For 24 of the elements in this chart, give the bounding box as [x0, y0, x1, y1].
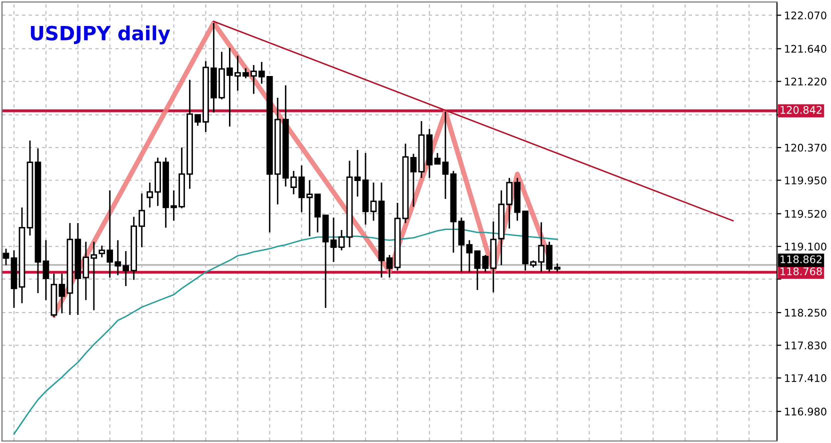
y-tick-label: 121.640: [785, 44, 826, 53]
y-tick-label: 120.370: [785, 144, 826, 152]
line-series: [13, 228, 558, 435]
candlestick: [386, 254, 393, 278]
y-tick-label: 119.520: [785, 210, 826, 218]
y-tick-label: 119.950: [785, 176, 826, 184]
candlestick: [370, 182, 377, 222]
candlestick: [434, 152, 441, 165]
y-tick-label: 116.980: [785, 408, 826, 416]
candlestick: [2, 248, 10, 266]
candlestick: [410, 153, 417, 208]
y-tick-label: 122.070: [785, 11, 826, 20]
candlestick: [354, 149, 361, 198]
y-tick-label: 117.830: [785, 341, 826, 350]
ref-line-label: 118.862: [780, 255, 822, 264]
candlestick: [338, 229, 345, 251]
candlestick: [42, 239, 50, 301]
y-tick-label: 118.250: [785, 308, 826, 317]
y-tick-label: 121.220: [785, 78, 826, 86]
ref-line-label: 118.768: [780, 267, 822, 276]
text: USDJPY daily: [30, 25, 170, 44]
ref-line-label: 120.842: [780, 106, 822, 114]
y-tick-label: 117.410: [785, 374, 826, 382]
y-tick-label: 119.100: [785, 242, 826, 251]
